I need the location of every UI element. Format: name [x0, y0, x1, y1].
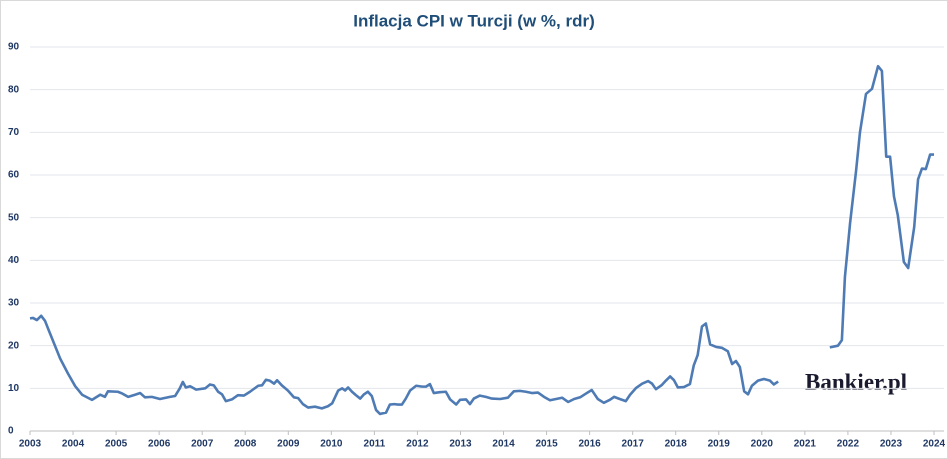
- x-tick-label: 2016: [578, 439, 601, 450]
- x-tick-label: 2012: [406, 439, 429, 450]
- x-tick-label: 2013: [449, 439, 472, 450]
- y-tick-label: 90: [8, 42, 20, 53]
- y-tick-label: 20: [8, 340, 20, 351]
- x-tick-label: 2010: [320, 439, 343, 450]
- x-tick-label: 2008: [234, 439, 257, 450]
- line-series: [29, 64, 934, 416]
- x-tick-label: 2019: [708, 439, 731, 450]
- x-tick-label: 2006: [148, 439, 171, 450]
- x-tick-label: 2021: [794, 439, 817, 450]
- x-tick-label: 2022: [837, 439, 860, 450]
- y-tick-label: 80: [8, 84, 20, 95]
- x-tick-label: 2005: [105, 439, 128, 450]
- x-tick-label: 2003: [19, 439, 42, 450]
- y-tick-label: 40: [8, 255, 20, 266]
- y-tick-label: 70: [8, 127, 20, 138]
- x-tick-label: 2007: [191, 439, 214, 450]
- x-tick-label: 2018: [665, 439, 688, 450]
- y-tick-label: 60: [8, 170, 20, 181]
- x-tick-label: 2014: [492, 439, 515, 450]
- x-tick-label: 2004: [62, 439, 85, 450]
- y-tick-label: 0: [8, 426, 14, 437]
- x-tick-label: 2024: [923, 439, 946, 450]
- chart-title: Inflacja CPI w Turcji (w %, rdr): [353, 11, 595, 30]
- x-tick-label: 2015: [535, 439, 558, 450]
- x-tick-label: 2009: [277, 439, 300, 450]
- watermark: Bankier.pl: [805, 369, 907, 394]
- y-tick-label: 10: [8, 383, 20, 394]
- y-tick-label: 30: [8, 298, 20, 309]
- x-tick-label: 2023: [880, 439, 903, 450]
- x-tick-label: 2017: [622, 439, 645, 450]
- x-tick-label: 2020: [751, 439, 774, 450]
- y-tick-label: 50: [8, 212, 20, 223]
- x-tick-label: 2011: [364, 439, 386, 450]
